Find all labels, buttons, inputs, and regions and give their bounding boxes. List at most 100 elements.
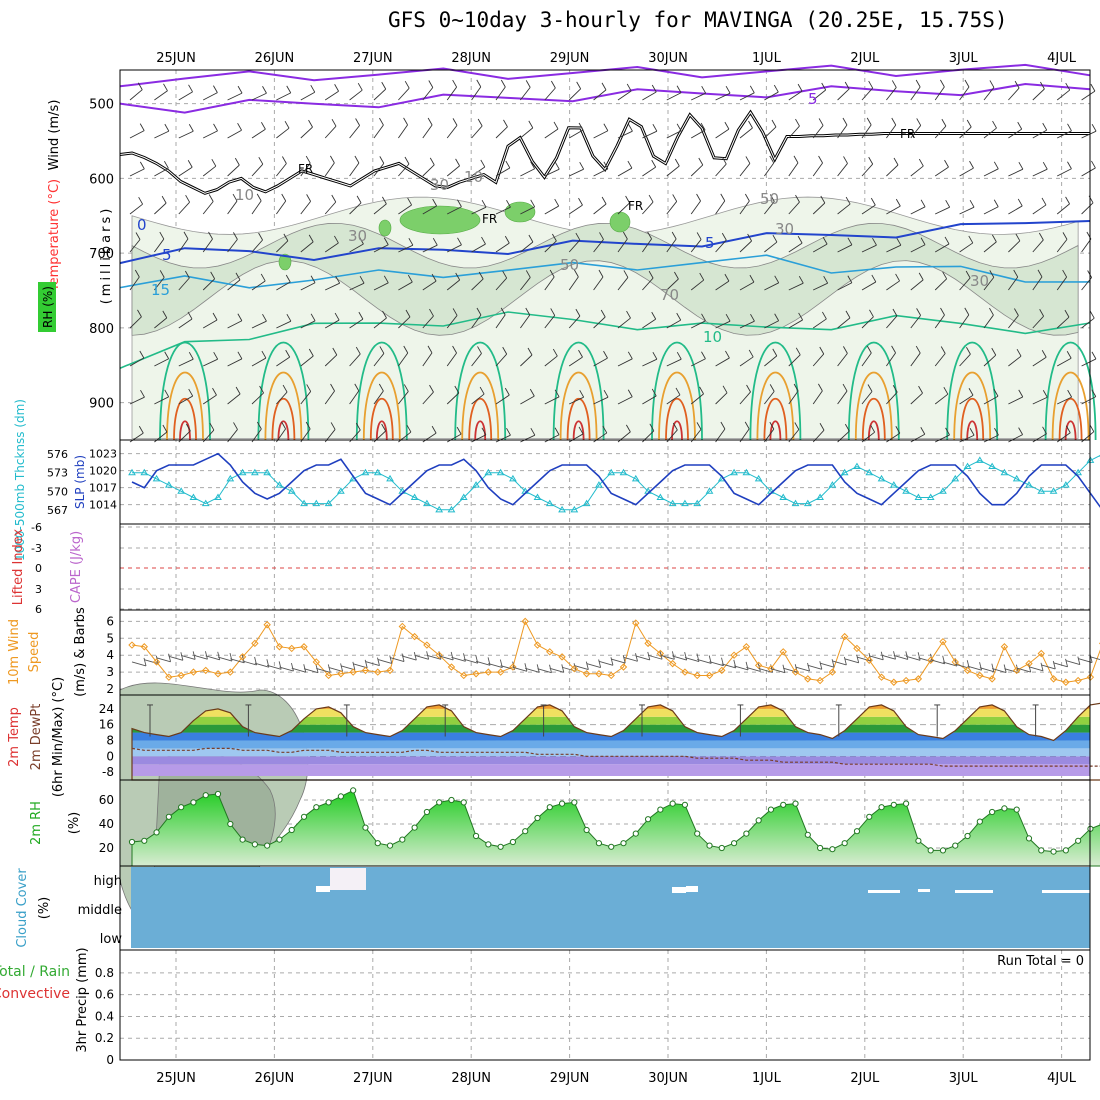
wind-barb-flag <box>651 159 657 168</box>
wind-barb <box>203 358 218 367</box>
wind-barb <box>324 162 335 177</box>
wind-barb-flag <box>945 427 950 436</box>
wind-barb-flag <box>1042 390 1048 398</box>
wind-barb-flag <box>477 118 483 127</box>
wind-barb <box>1056 316 1070 329</box>
rh-point <box>976 818 983 825</box>
wind-barb <box>202 201 214 215</box>
wind-barb <box>1056 276 1067 291</box>
wind-barb <box>178 358 194 367</box>
wind-barb <box>1008 240 1021 253</box>
wind10m-barb-flag <box>389 655 393 664</box>
wind10m-barb <box>844 658 859 664</box>
wind-barb <box>568 433 584 443</box>
cloud-gap <box>316 886 330 892</box>
wind-barb-flag <box>310 84 316 93</box>
wind-barb <box>983 127 997 139</box>
wind-barb-flag <box>725 85 731 94</box>
wind-barb-flag <box>869 309 874 318</box>
wind-barb-flag <box>940 307 945 316</box>
wind-barb-flag <box>281 193 287 202</box>
wind-barb <box>373 163 385 177</box>
wind-barb <box>129 168 145 177</box>
wind-barb-flag <box>699 272 705 281</box>
wind-barb-flag <box>941 118 947 127</box>
wind10m-barb <box>205 655 220 661</box>
wind-barb <box>886 124 897 139</box>
wind-barb <box>446 392 460 405</box>
wind-barb-flag <box>406 424 412 433</box>
contour-label: 10 <box>464 168 483 186</box>
wind-barb <box>715 320 731 329</box>
precip-axis-label: 3hr Precip (mm) <box>75 947 90 1052</box>
wind-barb-flag <box>356 195 362 204</box>
wind10m-barb-flag <box>401 653 405 662</box>
thickness-point <box>533 493 542 500</box>
wind-barb-flag <box>305 421 311 430</box>
wind-barb-flag <box>795 194 800 203</box>
cloud-unit-label: (%) <box>37 897 52 920</box>
wind-barb-flag <box>598 269 604 278</box>
wind-barb-flag <box>331 194 337 203</box>
wind-speed-point <box>509 663 517 671</box>
temp-color-band <box>132 740 1090 749</box>
wind-barb-flag <box>332 347 338 356</box>
wind-barb <box>398 281 413 291</box>
wind-barb-flag <box>797 83 803 92</box>
thickness-point <box>914 493 923 500</box>
date-label-bottom: 3JUL <box>949 1071 979 1086</box>
wind10m-barb-flag <box>205 651 208 660</box>
wind-barb-flag <box>551 233 557 242</box>
wind-barb-flag <box>164 123 170 132</box>
thickness-point <box>484 468 493 476</box>
wind-barb-flag <box>1042 426 1047 435</box>
wind-barb-flag <box>527 347 533 356</box>
wind-barb <box>471 278 484 291</box>
rh-point <box>350 787 357 794</box>
wind-barb <box>398 163 410 177</box>
wind-barb-flag <box>920 237 926 245</box>
wind-barb-flag <box>1067 123 1072 132</box>
cloud-gap <box>1042 890 1090 893</box>
wind10m-barb <box>647 654 663 660</box>
wind-barb <box>788 319 803 329</box>
wind-barb-flag <box>599 232 604 240</box>
wind-barb <box>446 244 462 253</box>
wind-barb <box>446 206 462 215</box>
wind-barb-flag <box>701 313 706 322</box>
rh-point <box>644 816 652 823</box>
wind-barb-flag <box>1064 309 1070 318</box>
wind10m-barb <box>807 664 822 670</box>
isotherm-line <box>119 220 1091 265</box>
wind10m-barb <box>942 661 958 667</box>
wind-barb-flag <box>481 199 487 208</box>
wind-barb-flag <box>162 424 168 433</box>
wind-speed-point <box>288 644 296 653</box>
wind-barb-flag <box>554 161 560 170</box>
wind-barb-flag <box>847 275 853 283</box>
wind10m-barb <box>439 655 454 661</box>
wind-barb-flag <box>455 158 460 167</box>
wind-barb-flag <box>1091 123 1097 132</box>
pressure-axis-label: (millibars) <box>99 206 114 305</box>
wind-barb-flag <box>233 422 238 430</box>
wind-barb-flag <box>284 120 290 129</box>
thickness-tick-label: 570 <box>47 485 68 498</box>
wind-tick-label: 3 <box>106 665 114 679</box>
wind-barb <box>837 353 848 367</box>
wind-barb-flag <box>432 237 438 246</box>
wind-barb-flag <box>626 310 631 319</box>
wind-barb <box>1032 396 1048 405</box>
thickness-point <box>939 487 947 494</box>
rh2m-axis-label: 2m RH <box>29 801 44 845</box>
thickness-point <box>312 499 321 507</box>
warm-contour <box>749 341 802 441</box>
wind-barb <box>910 86 921 101</box>
panel-frame-slp <box>119 439 1091 525</box>
wind10m-barb-flag <box>303 664 307 673</box>
slp-axis-label: SLP (mb) <box>73 455 87 509</box>
wind10m-barb-flag <box>143 657 147 667</box>
wind-barb <box>154 317 168 329</box>
thickness-point <box>963 462 972 470</box>
wind10m-barb <box>795 666 810 672</box>
